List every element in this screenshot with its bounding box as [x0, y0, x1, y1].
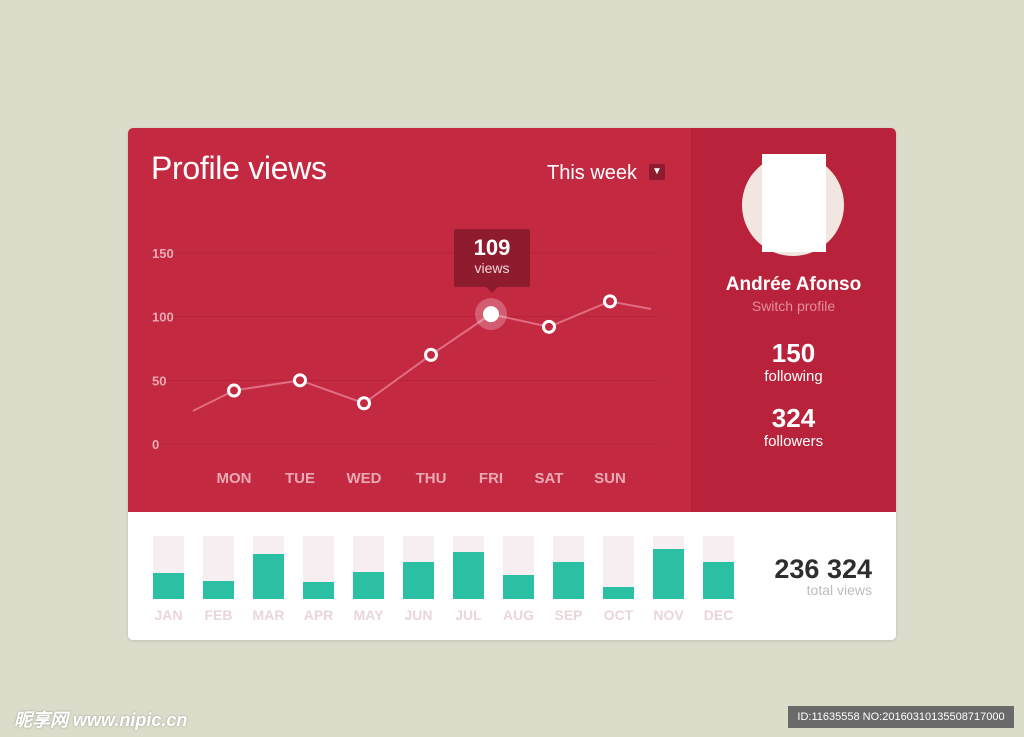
month-bar-fill [603, 587, 634, 599]
page-title: Profile views [151, 150, 327, 186]
total-views-value: 236 324 [774, 554, 872, 584]
x-tick-label: TUE [285, 470, 315, 487]
image-id-watermark: ID:11635558 NO:20160310135508717000 [788, 706, 1014, 728]
month-label: NOV [653, 607, 684, 623]
total-views-label: total views [806, 582, 872, 598]
month-bar-track [153, 536, 184, 599]
site-watermark: 昵享网 www.nipic.cn [14, 710, 188, 730]
month-bar-track [203, 536, 234, 599]
month-bar-fill [653, 549, 684, 599]
month-bar-track [453, 536, 484, 599]
y-tick-label: 0 [152, 437, 159, 452]
month-label: AUG [502, 607, 535, 623]
month-label: SEP [554, 607, 583, 623]
month-bar-track [253, 536, 284, 599]
data-point[interactable] [227, 383, 241, 398]
y-tick-label: 150 [152, 246, 174, 261]
month-bar-track [553, 536, 584, 599]
month-label: MAR [252, 607, 285, 623]
profile-views-chart-panel: Profile views This week ▼ 0 50 100 150 MON T… [128, 128, 691, 512]
month-bar-track [353, 536, 384, 599]
month-bar-fill [253, 554, 284, 599]
data-point[interactable] [542, 319, 556, 334]
views-tooltip: 109 views [454, 229, 530, 293]
switch-profile-link[interactable]: Switch profile [751, 298, 836, 314]
following-label: following [764, 368, 823, 385]
avatar[interactable] [742, 154, 844, 256]
month-bar-fill [703, 562, 734, 599]
views-series-line [192, 300, 652, 412]
month-bar-fill [453, 552, 484, 599]
month-bar-fill [503, 575, 534, 599]
period-dropdown[interactable]: This week [547, 162, 638, 184]
avatar-photo [762, 154, 826, 252]
month-label: JUL [455, 607, 482, 623]
y-tick-label: 100 [152, 310, 174, 325]
data-point[interactable] [293, 373, 307, 388]
month-bar-fill [353, 572, 384, 599]
following-count: 150 [771, 338, 816, 368]
chevron-down-icon[interactable]: ▼ [649, 164, 665, 180]
month-label: FEB [204, 607, 233, 623]
month-label: DEC [703, 607, 734, 623]
x-tick-label: MON [217, 470, 252, 487]
month-bar-fill [403, 562, 434, 599]
followers-label: followers [763, 433, 824, 450]
tooltip-value: 109 [473, 235, 511, 260]
profile-panel: Andrée Afonso Switch profile 150 followi… [691, 128, 896, 512]
month-bar-track [703, 536, 734, 599]
month-label: JAN [154, 607, 183, 623]
data-point[interactable] [603, 294, 617, 309]
x-tick-label: SUN [594, 470, 626, 487]
x-tick-label: WED [347, 470, 382, 487]
month-bar-fill [153, 573, 184, 599]
month-bar-track [603, 536, 634, 599]
line-chart: 0 50 100 150 MON TUE WED THU FRI SAT SUN [150, 246, 658, 487]
month-bar-fill [203, 581, 234, 599]
y-tick-label: 50 [152, 373, 166, 388]
monthly-views-panel: JAN FEB MAR APR MAY JUN JUL AUG SEP OCT NOV DEC 236… [128, 512, 896, 640]
month-bar-track [403, 536, 434, 599]
month-bar-fill [553, 562, 584, 599]
highlighted-data-point[interactable] [483, 306, 499, 323]
tooltip-label: views [474, 260, 510, 276]
x-tick-label: SAT [535, 470, 564, 487]
month-bar-fill [303, 582, 334, 599]
followers-count: 324 [771, 403, 816, 433]
profile-name: Andrée Afonso [725, 274, 862, 295]
profile-views-widget: Profile views This week ▼ 0 50 100 150 MON T… [128, 128, 896, 640]
month-label: APR [303, 607, 334, 623]
month-bar-track [303, 536, 334, 599]
month-label: MAY [353, 607, 384, 623]
data-point[interactable] [424, 347, 438, 362]
x-tick-label: FRI [479, 470, 503, 487]
month-bar-track [653, 536, 684, 599]
data-point[interactable] [357, 396, 371, 411]
month-bar-track [503, 536, 534, 599]
month-label: OCT [603, 607, 634, 623]
month-label: JUN [404, 607, 433, 623]
x-tick-label: THU [416, 470, 447, 487]
